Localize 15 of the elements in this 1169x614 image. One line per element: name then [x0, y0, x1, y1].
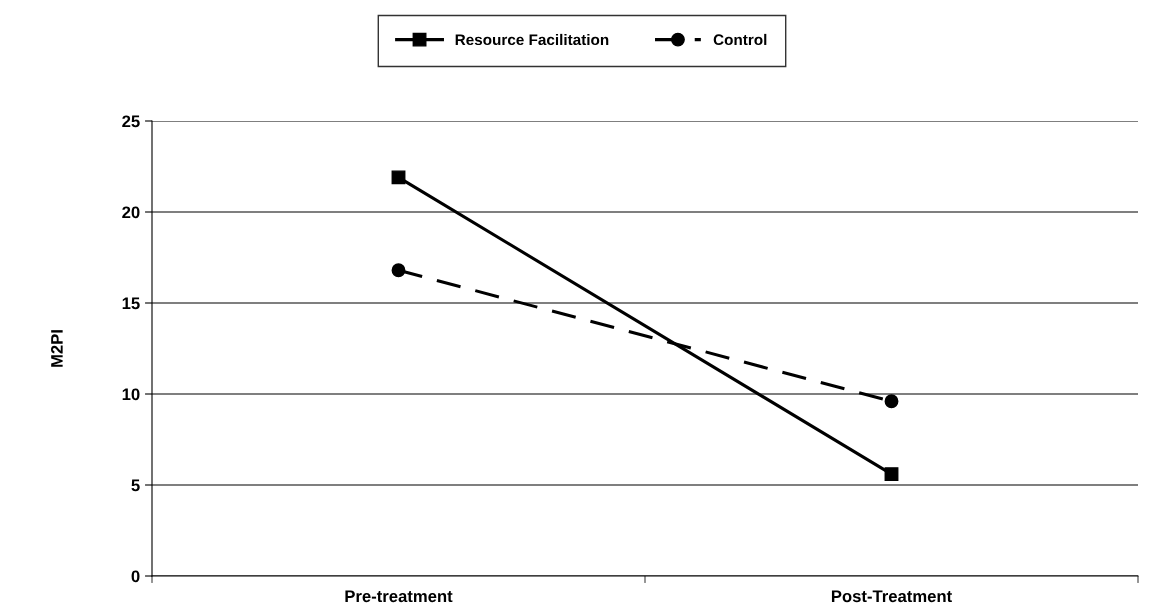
y-axis-title: M2PI: [51, 330, 63, 367]
y-tick-label: 20: [122, 206, 140, 219]
legend-label: Control: [713, 33, 767, 46]
x-tick-label: Post-Treatment: [831, 590, 952, 603]
legend-label: Resource Facilitation: [455, 33, 609, 46]
point: [884, 394, 899, 409]
y-tick-label: 10: [122, 388, 140, 401]
point: [391, 170, 406, 185]
y-tick-label: 5: [131, 479, 140, 492]
point: [884, 467, 899, 482]
x-tick-label: Pre-treatment: [345, 590, 453, 603]
y-tick-label: 15: [122, 297, 140, 310]
y-tick-label: 0: [131, 570, 140, 583]
y-tick-label: 25: [122, 115, 140, 128]
point: [391, 263, 406, 278]
